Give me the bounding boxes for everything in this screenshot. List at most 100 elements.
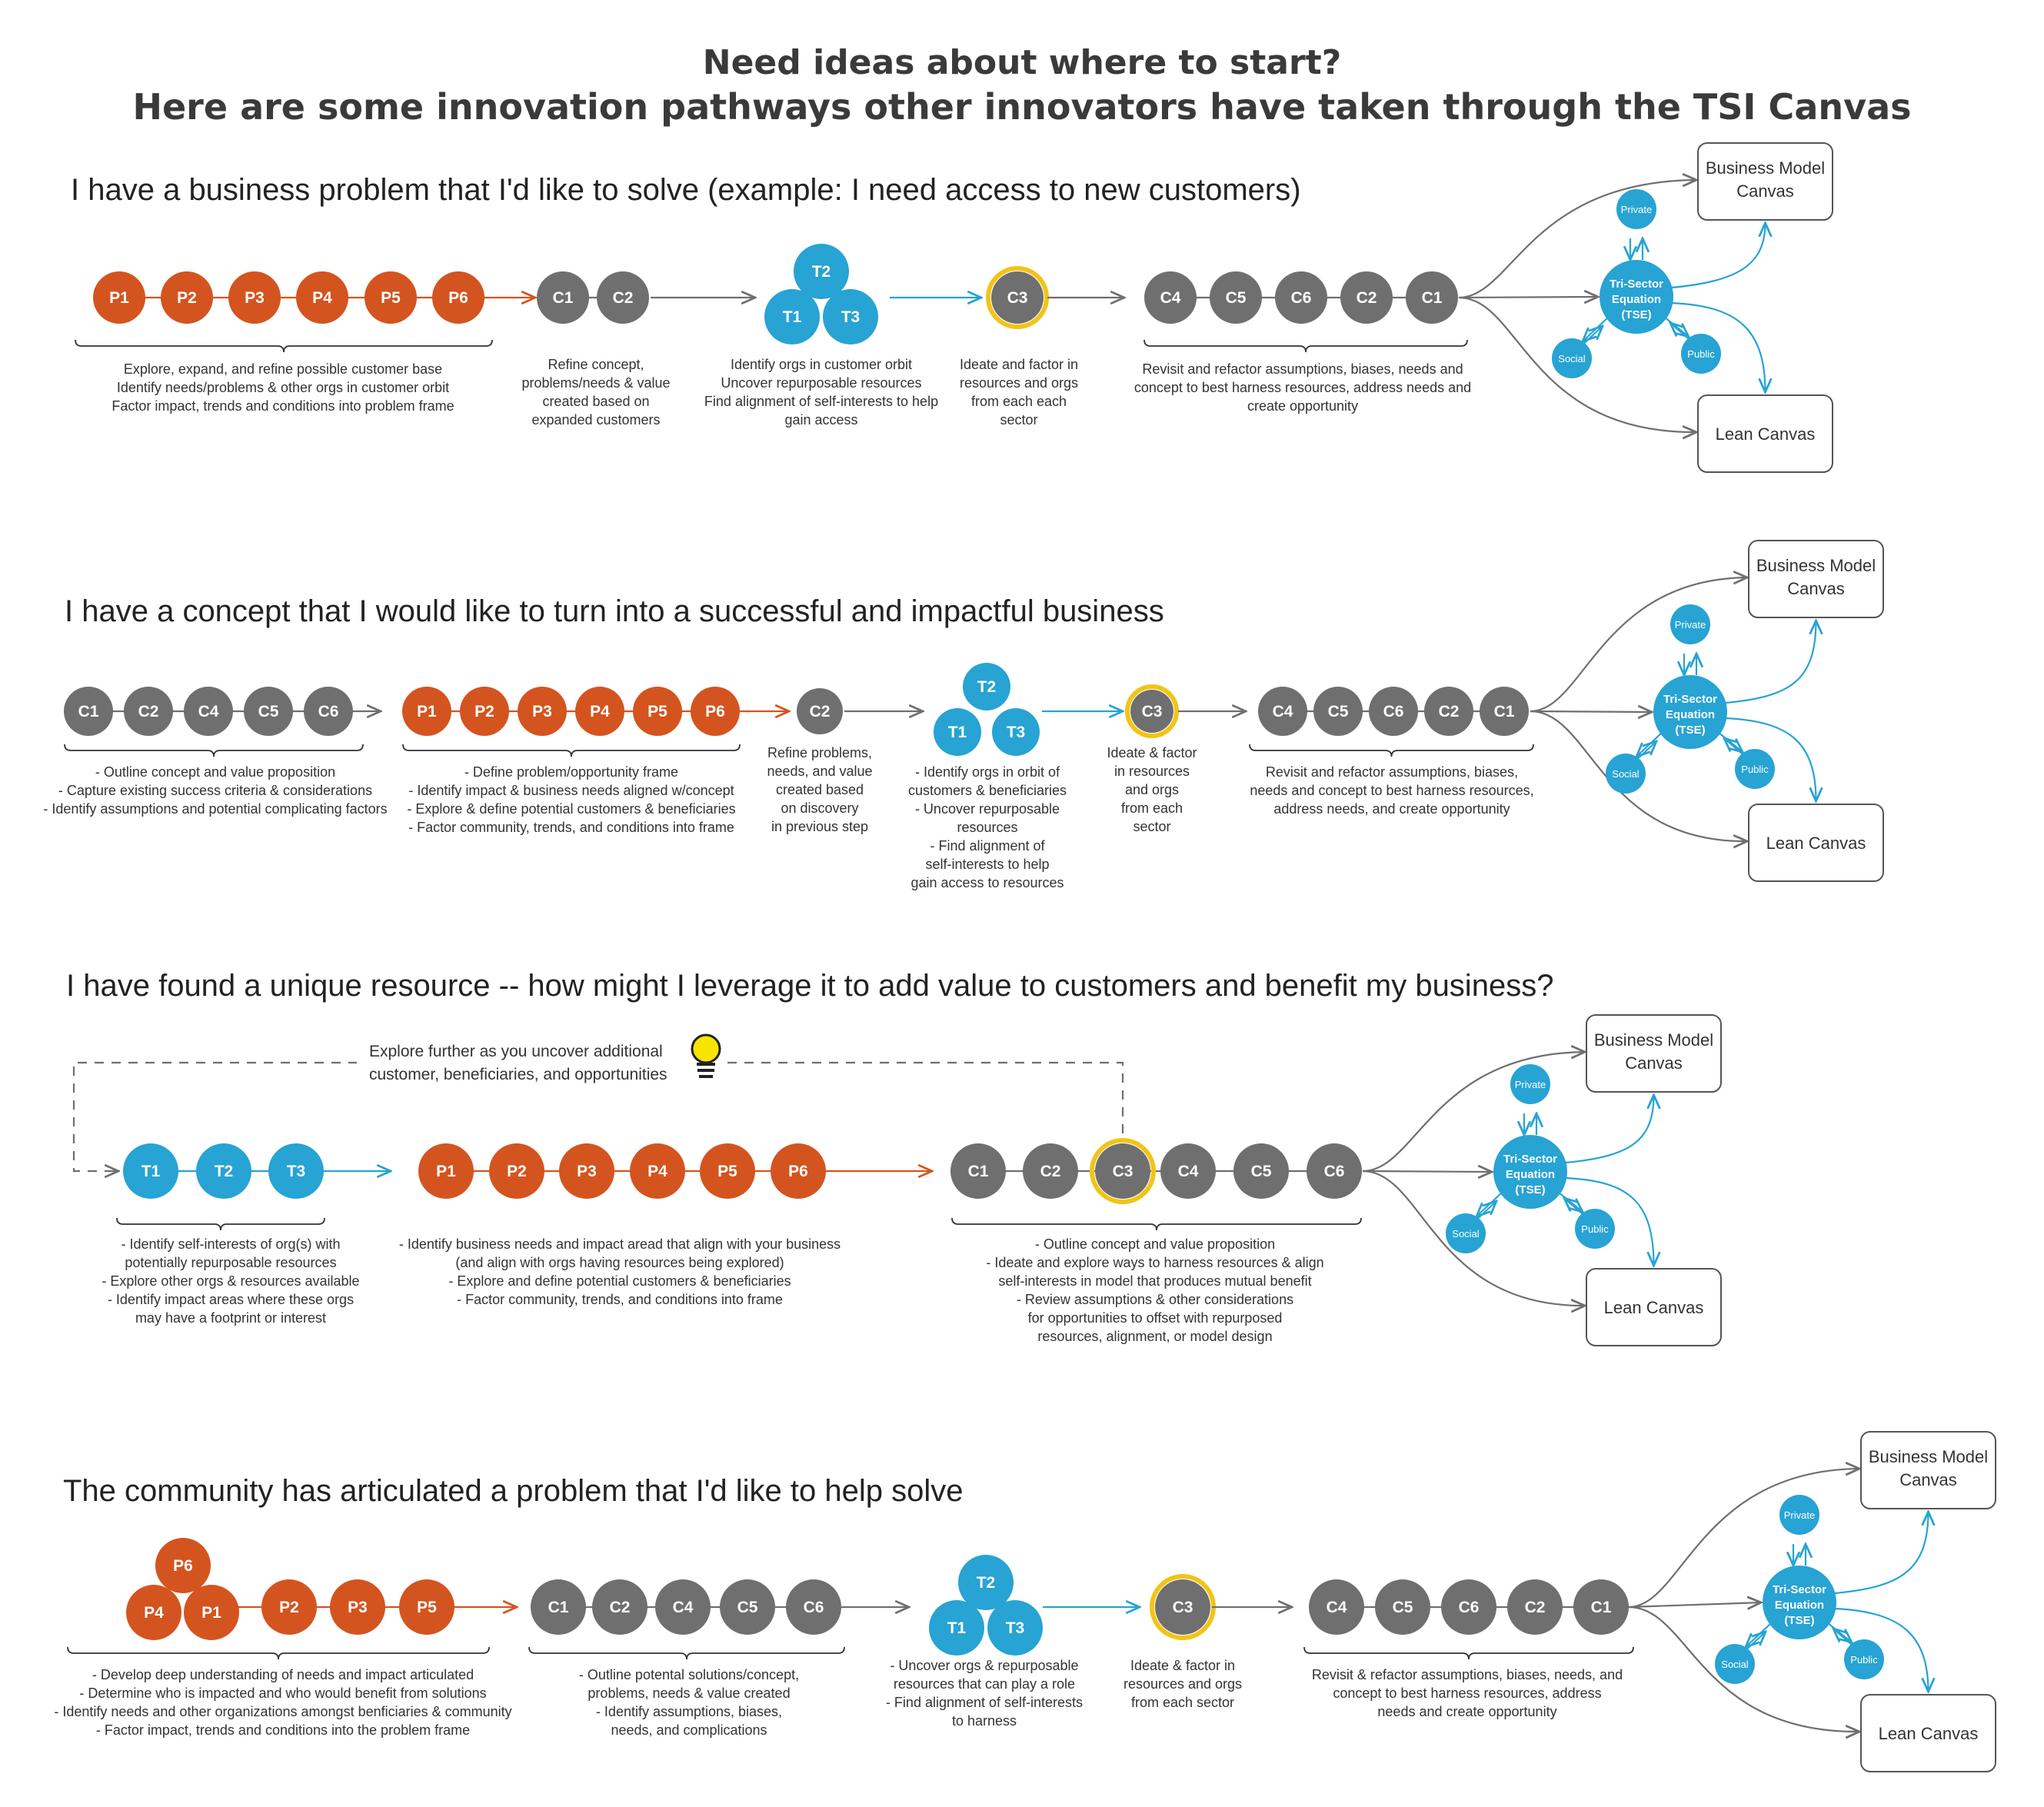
node-c1: C1 — [1480, 687, 1529, 736]
step-description: Refine concept, — [548, 357, 644, 372]
step-description: - Identify assumptions and potential com… — [43, 801, 387, 817]
node-c1: C1 — [64, 687, 113, 736]
node-label: C5 — [737, 1599, 758, 1616]
private-label: Private — [1515, 1079, 1546, 1090]
node-p2: P2 — [161, 271, 213, 324]
box-label: Business Model — [1756, 556, 1876, 575]
lean-canvas-box[interactable]: Lean Canvas — [1860, 1694, 1996, 1772]
node-c6: C6 — [304, 687, 353, 736]
node-circle — [161, 271, 213, 324]
node-p6: P6 — [771, 1143, 826, 1199]
node-p6: P6 — [432, 271, 484, 324]
box-frame — [1748, 804, 1884, 882]
node-circle — [402, 687, 451, 736]
highlight-ring — [986, 266, 1049, 329]
connector — [1476, 1191, 1503, 1216]
node-label: P2 — [507, 1163, 527, 1180]
tse-center: Tri-Sector Equation (TSE) — [1493, 1135, 1567, 1209]
node-circle — [720, 1579, 775, 1635]
node-label: T1 — [948, 724, 967, 741]
node-circle — [268, 1143, 324, 1199]
node-label: P4 — [590, 703, 610, 720]
node-label: C3 — [1173, 1599, 1193, 1616]
node-c5: C5 — [1210, 271, 1262, 324]
node-p3: P3 — [518, 687, 567, 736]
node-t1: T1 — [123, 1143, 178, 1199]
step-description: Uncover repurposable resources — [721, 375, 921, 391]
node-label: C2 — [1439, 703, 1460, 720]
node-label: P1 — [109, 289, 129, 307]
tse-to-lean — [1671, 301, 1766, 392]
business-model-canvas-box[interactable]: Business Model Canvas — [1697, 142, 1833, 221]
tse-to-bmc — [1834, 1512, 1929, 1595]
step-description: - Identify self-interests of org(s) with — [121, 1236, 340, 1252]
node-c5: C5 — [244, 687, 293, 736]
business-model-canvas-box[interactable]: Business Model Canvas — [1748, 540, 1884, 618]
tse-label: (TSE) — [1675, 724, 1705, 737]
private-circle — [1779, 1495, 1819, 1535]
node-c6: C6 — [1369, 687, 1418, 736]
node-circle — [531, 1579, 586, 1635]
node-c1: C1 — [1573, 1579, 1629, 1635]
step-description: - Explore and define potential customers… — [448, 1273, 791, 1289]
node-p4: P4 — [126, 1585, 181, 1640]
node-c1: C1 — [1406, 271, 1458, 324]
step-description: problems, needs & value created — [588, 1686, 790, 1701]
lean-canvas-box[interactable]: Lean Canvas — [1586, 1268, 1722, 1346]
tse-private: Private — [1779, 1495, 1819, 1535]
tse-label: Equation — [1666, 708, 1715, 721]
business-model-canvas-box[interactable]: Business Model Canvas — [1860, 1431, 1996, 1509]
step-description: - Outline potental solutions/concept, — [579, 1667, 799, 1682]
node-circle — [244, 687, 293, 736]
curve-to-lean — [1458, 296, 1696, 432]
node-label: C1 — [548, 1599, 569, 1616]
curve-to-bmc — [1362, 1052, 1585, 1173]
node-label: C6 — [1324, 1163, 1345, 1180]
step-description: sector — [1000, 412, 1037, 428]
step-description: create opportunity — [1247, 398, 1358, 414]
node-label: C1 — [1422, 289, 1443, 307]
node-label: C6 — [1459, 1599, 1480, 1616]
public-label: Public — [1741, 764, 1769, 775]
node-label: C2 — [138, 703, 159, 720]
step-description: (and align with orgs having resources be… — [455, 1255, 784, 1270]
node-p6: P6 — [155, 1538, 211, 1593]
box-label: Lean Canvas — [1766, 834, 1866, 853]
node-circle — [1424, 687, 1473, 736]
highlight-ring — [1090, 1138, 1156, 1204]
node-label: T2 — [812, 263, 831, 281]
node-label: C2 — [1357, 289, 1377, 307]
node-circle — [1160, 1143, 1216, 1199]
public-circle — [1844, 1639, 1884, 1679]
node-circle — [489, 1143, 544, 1199]
node-label: P1 — [201, 1604, 221, 1622]
node-circle — [575, 687, 624, 736]
lean-canvas-box[interactable]: Lean Canvas — [1748, 804, 1884, 882]
step-description: Ideate & factor — [1107, 745, 1197, 760]
node-label: C4 — [1327, 1599, 1347, 1616]
node-label: C2 — [1525, 1599, 1546, 1616]
node-p3: P3 — [559, 1143, 614, 1199]
step-description: expanded customers — [531, 412, 660, 428]
business-model-canvas-box[interactable]: Business Model Canvas — [1586, 1014, 1722, 1093]
node-circle — [1307, 1143, 1362, 1199]
group-brace — [75, 339, 493, 353]
node-c6: C6 — [1307, 1143, 1362, 1199]
private-label: Private — [1784, 1509, 1815, 1521]
node-p6: P6 — [691, 687, 740, 736]
box-frame — [1697, 142, 1833, 221]
node-circle — [304, 687, 353, 736]
node-circle — [228, 271, 281, 324]
node-label: C1 — [1494, 703, 1515, 720]
node-label: P2 — [474, 703, 494, 720]
social-label: Social — [1612, 768, 1640, 780]
node-p5: P5 — [365, 271, 417, 324]
lean-canvas-box[interactable]: Lean Canvas — [1697, 394, 1833, 473]
step-description: gain access — [784, 412, 857, 428]
node-label: C5 — [1251, 1163, 1272, 1180]
node-circle — [929, 1600, 984, 1656]
node-t1: T1 — [929, 1600, 984, 1656]
node-c4: C4 — [1160, 1143, 1216, 1199]
node-label: C6 — [1383, 703, 1404, 720]
step-description: needs and concept to best harness resour… — [1250, 783, 1533, 798]
